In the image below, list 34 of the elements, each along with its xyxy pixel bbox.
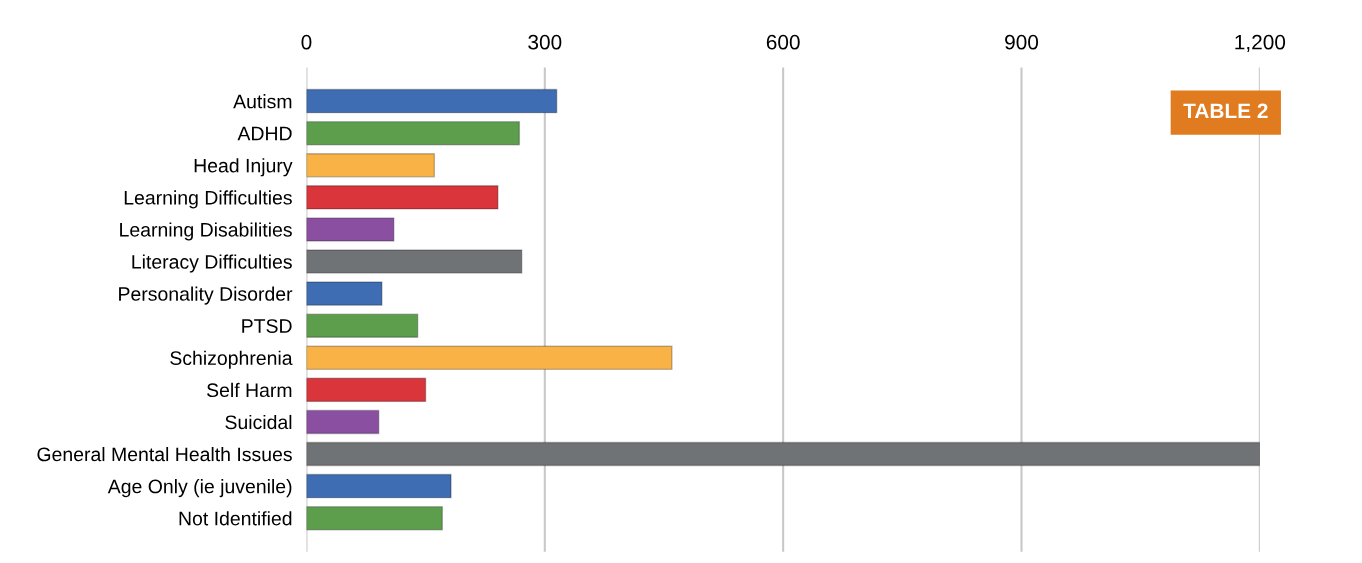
- y-tick-label: Suicidal: [225, 414, 292, 430]
- bar: [306, 473, 452, 499]
- y-tick-label: Autism: [233, 94, 292, 109]
- y-tick-label: Learning Difficulties: [124, 190, 292, 209]
- bar: [306, 88, 558, 114]
- bar: [306, 505, 444, 531]
- x-tick-label: 900: [1005, 34, 1039, 50]
- bar: [306, 441, 1260, 467]
- bar: [306, 377, 427, 403]
- y-tick-label: Personality Disorder: [119, 286, 293, 305]
- y-tick-label: Self Harm: [207, 382, 292, 398]
- y-tick-label: Literacy Difficulties: [132, 254, 292, 273]
- bar: [306, 217, 395, 242]
- y-tick-label: PTSD: [242, 319, 292, 333]
- bar: [306, 120, 521, 146]
- x-tick-label: 300: [528, 34, 562, 50]
- y-tick-label: General Mental Health Issues: [37, 446, 292, 462]
- y-tick-label: Age Only (ie juvenile): [107, 479, 292, 498]
- y-tick-label: Schizophrenia: [170, 350, 293, 369]
- y-tick-label: Not Identified: [179, 511, 292, 526]
- bar: [306, 281, 383, 306]
- x-tick-label: 1,200: [1235, 34, 1286, 53]
- x-tick-label: 600: [766, 34, 800, 50]
- bar: [306, 153, 436, 178]
- x-tick-label: 0: [301, 34, 312, 50]
- bar: [306, 185, 499, 210]
- bar: [306, 345, 673, 371]
- y-tick-label: Head Injury: [194, 158, 293, 177]
- bar: [306, 313, 419, 338]
- y-tick-label: ADHD: [237, 126, 292, 141]
- bar: [306, 249, 523, 274]
- annotation: TABLE 2: [1183, 103, 1268, 118]
- y-tick-label: Learning Disabilities: [120, 222, 292, 241]
- bar: [306, 409, 380, 435]
